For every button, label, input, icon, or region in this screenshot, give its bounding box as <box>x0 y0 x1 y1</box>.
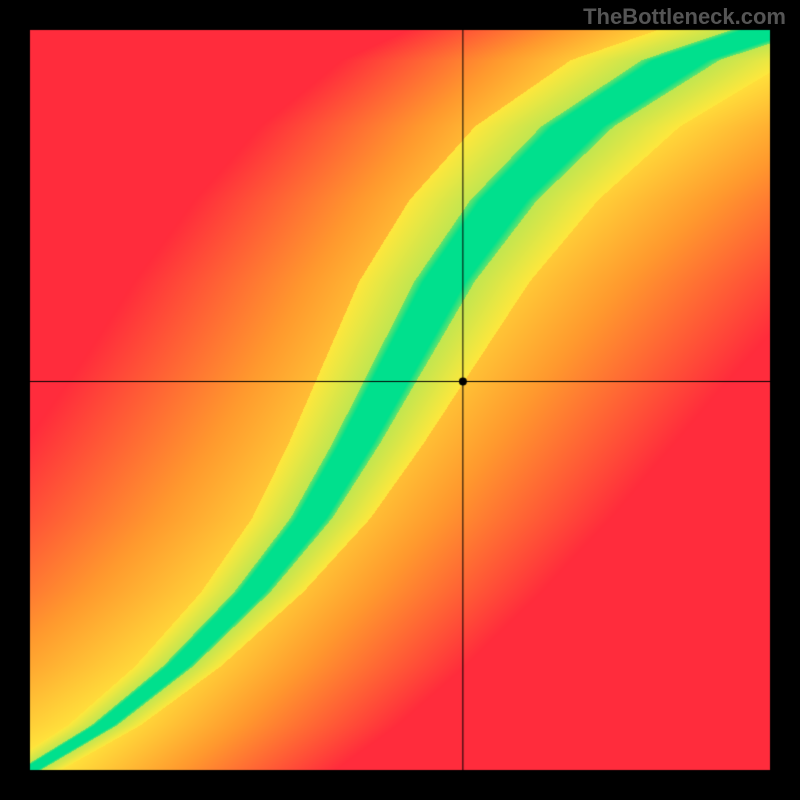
watermark-text: TheBottleneck.com <box>583 4 786 30</box>
heatmap-canvas <box>0 0 800 800</box>
chart-container: TheBottleneck.com <box>0 0 800 800</box>
